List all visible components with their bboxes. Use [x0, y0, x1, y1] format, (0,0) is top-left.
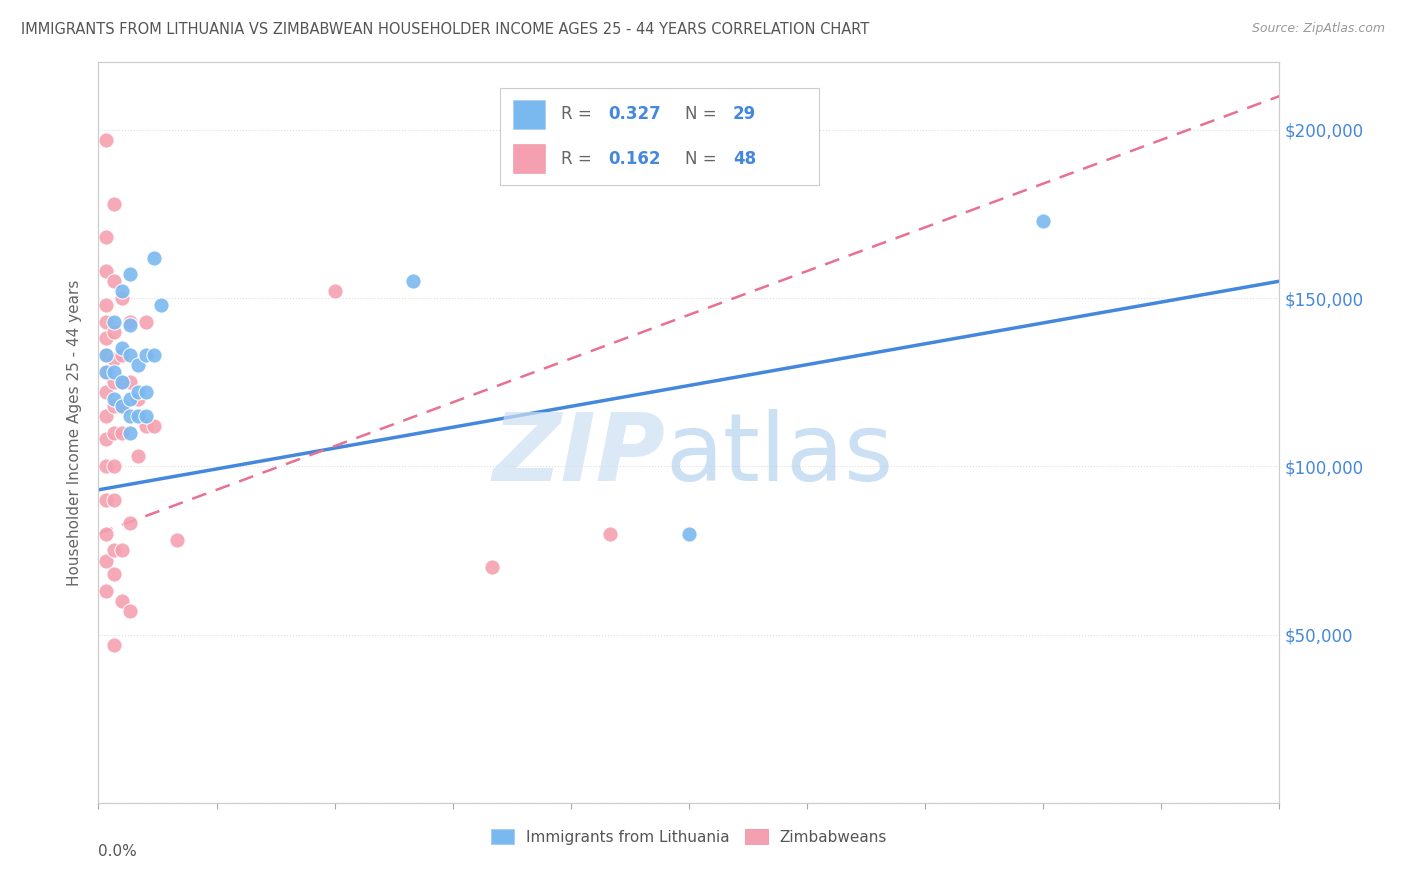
Point [127, 392, 149, 406]
Point [599, 526, 621, 541]
Point [118, 392, 141, 406]
Point [96, 230, 118, 244]
Point [103, 399, 125, 413]
Y-axis label: Householder Income Ages 25 - 44 years: Householder Income Ages 25 - 44 years [67, 279, 83, 586]
Point [118, 409, 141, 423]
Point [103, 425, 125, 440]
Point [111, 342, 134, 356]
Point [111, 543, 134, 558]
Point [96, 365, 118, 379]
Point [678, 526, 700, 541]
Point [103, 365, 125, 379]
Point [96, 492, 118, 507]
Point [111, 348, 134, 362]
Point [118, 604, 141, 618]
Point [135, 418, 157, 433]
Text: ZIP: ZIP [492, 409, 665, 500]
Point [96, 331, 118, 345]
Point [111, 594, 134, 608]
Point [103, 314, 125, 328]
Text: IMMIGRANTS FROM LITHUANIA VS ZIMBABWEAN HOUSEHOLDER INCOME AGES 25 - 44 YEARS CO: IMMIGRANTS FROM LITHUANIA VS ZIMBABWEAN … [21, 22, 869, 37]
Point [135, 348, 157, 362]
Point [150, 298, 173, 312]
Point [103, 392, 125, 406]
Point [127, 359, 149, 373]
Point [402, 274, 425, 288]
Point [135, 409, 157, 423]
Point [118, 348, 141, 362]
Text: 0.0%: 0.0% [98, 844, 138, 858]
Point [127, 409, 149, 423]
Point [135, 314, 157, 328]
Legend: Immigrants from Lithuania, Zimbabweans: Immigrants from Lithuania, Zimbabweans [485, 822, 893, 851]
Point [96, 365, 118, 379]
Point [96, 526, 118, 541]
Point [96, 314, 118, 328]
Point [103, 566, 125, 581]
Point [96, 348, 118, 362]
Point [142, 348, 165, 362]
Point [142, 418, 165, 433]
Point [111, 375, 134, 389]
Point [1032, 213, 1054, 227]
Point [111, 285, 134, 299]
Point [118, 318, 141, 332]
Point [166, 533, 188, 548]
Point [111, 375, 134, 389]
Point [96, 409, 118, 423]
Point [118, 314, 141, 328]
Point [127, 449, 149, 463]
Point [96, 433, 118, 447]
Point [96, 264, 118, 278]
Point [127, 385, 149, 400]
Point [118, 516, 141, 531]
Point [96, 298, 118, 312]
Point [103, 459, 125, 474]
Point [96, 459, 118, 474]
Text: Source: ZipAtlas.com: Source: ZipAtlas.com [1251, 22, 1385, 36]
Point [96, 133, 118, 147]
Point [135, 385, 157, 400]
Point [96, 553, 118, 567]
Point [118, 268, 141, 282]
Point [118, 375, 141, 389]
Point [111, 291, 134, 305]
Point [103, 375, 125, 389]
Point [142, 251, 165, 265]
Point [103, 274, 125, 288]
Point [103, 196, 125, 211]
Point [96, 348, 118, 362]
Point [481, 560, 503, 574]
Point [111, 399, 134, 413]
Point [103, 351, 125, 366]
Point [111, 425, 134, 440]
Point [96, 583, 118, 598]
Point [96, 385, 118, 400]
Point [103, 543, 125, 558]
Point [103, 492, 125, 507]
Point [111, 399, 134, 413]
Point [323, 285, 346, 299]
Text: atlas: atlas [665, 409, 894, 500]
Point [103, 638, 125, 652]
Point [118, 425, 141, 440]
Point [103, 325, 125, 339]
